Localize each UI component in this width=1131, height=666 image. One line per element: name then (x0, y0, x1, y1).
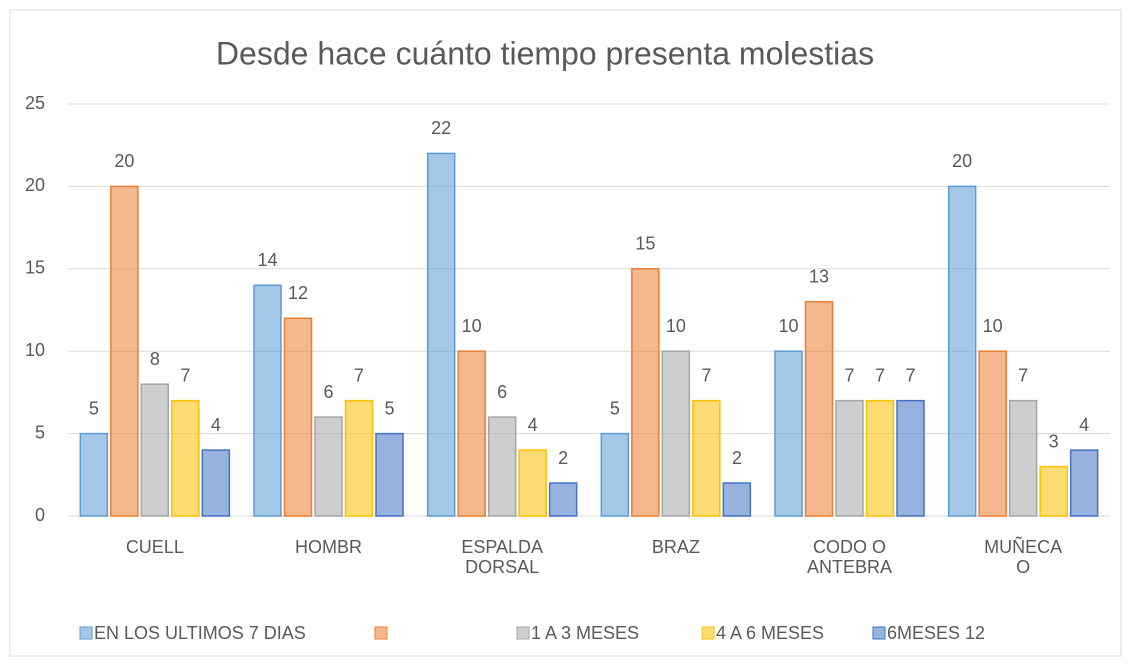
chart-border (9, 9, 1122, 657)
legend-swatch (374, 626, 388, 640)
bar (722, 482, 752, 517)
data-label: 10 (462, 316, 482, 336)
x-tick-label: BRAZ (652, 537, 700, 557)
bar (487, 416, 517, 517)
x-tick-label: MUÑECA O (984, 536, 1062, 577)
bar (548, 482, 578, 517)
y-tick-label: 15 (25, 258, 45, 278)
bar (201, 449, 231, 517)
data-label: 15 (635, 234, 655, 254)
data-label: 13 (809, 267, 829, 287)
data-label: 20 (952, 151, 972, 171)
bar (344, 399, 374, 517)
data-label: 10 (778, 316, 798, 336)
data-label: 5 (610, 398, 620, 418)
legend-swatch (701, 626, 715, 640)
bar (661, 350, 691, 517)
legend-swatch (79, 626, 93, 640)
bar (774, 350, 803, 517)
data-label: 10 (666, 316, 686, 336)
legend-label: 1 A 3 MESES (531, 623, 639, 643)
data-label: 5 (89, 398, 99, 418)
data-label: 10 (983, 316, 1003, 336)
legend-label: 6MESES 12 (887, 623, 985, 643)
bar (631, 268, 660, 517)
x-tick-label: CODO O ANTEBRA (807, 537, 892, 577)
data-label: 7 (354, 365, 364, 385)
data-label: 2 (732, 448, 742, 468)
bar (314, 416, 343, 517)
y-tick-label: 10 (25, 340, 45, 360)
data-label: 6 (497, 382, 507, 402)
bar (140, 383, 170, 517)
bar (457, 350, 486, 517)
data-label: 6 (323, 382, 333, 402)
bar (253, 284, 282, 517)
data-label: 5 (384, 398, 394, 418)
bar (79, 432, 109, 517)
bar (1039, 465, 1068, 517)
y-tick-label: 0 (35, 505, 45, 525)
y-tick-label: 5 (35, 422, 45, 442)
bar (171, 399, 200, 517)
legend-swatch (516, 626, 530, 640)
bar (978, 350, 1007, 517)
data-label: 7 (1018, 365, 1028, 385)
x-tick-label: HOMBR (295, 537, 362, 557)
bar (110, 185, 139, 517)
y-tick-label: 25 (25, 93, 45, 113)
bar (804, 301, 834, 517)
y-tick-label: 20 (25, 175, 45, 195)
x-tick-label: CUELL (126, 537, 184, 557)
bar (1008, 399, 1038, 517)
chart-title: Desde hace cuánto tiempo presenta molest… (216, 35, 874, 71)
data-label: 20 (114, 151, 134, 171)
bar (865, 399, 895, 517)
data-label: 7 (905, 365, 915, 385)
data-label: 7 (701, 365, 711, 385)
data-label: 12 (288, 283, 308, 303)
bar (426, 152, 456, 517)
legend-swatch (872, 626, 886, 640)
data-label: 4 (211, 415, 221, 435)
legend-label: EN LOS ULTIMOS 7 DIAS (94, 623, 306, 643)
data-label: 7 (875, 365, 885, 385)
data-label: 3 (1049, 431, 1059, 451)
bar (283, 317, 313, 517)
data-label: 7 (180, 365, 190, 385)
bar (692, 399, 721, 517)
data-label: 22 (431, 118, 451, 138)
bar (600, 432, 630, 517)
data-label: 7 (844, 365, 854, 385)
bar (947, 185, 977, 517)
data-label: 2 (558, 448, 568, 468)
bar (518, 449, 547, 517)
data-label: 4 (528, 415, 538, 435)
x-tick-label: ESPALDA DORSAL (461, 537, 543, 577)
bar (1069, 449, 1099, 517)
bar (896, 399, 925, 517)
data-label: 14 (257, 250, 277, 270)
legend-label: 4 A 6 MESES (716, 623, 824, 643)
data-label: 4 (1079, 415, 1089, 435)
bar (835, 399, 864, 517)
data-label: 8 (150, 349, 160, 369)
bar (375, 432, 404, 517)
